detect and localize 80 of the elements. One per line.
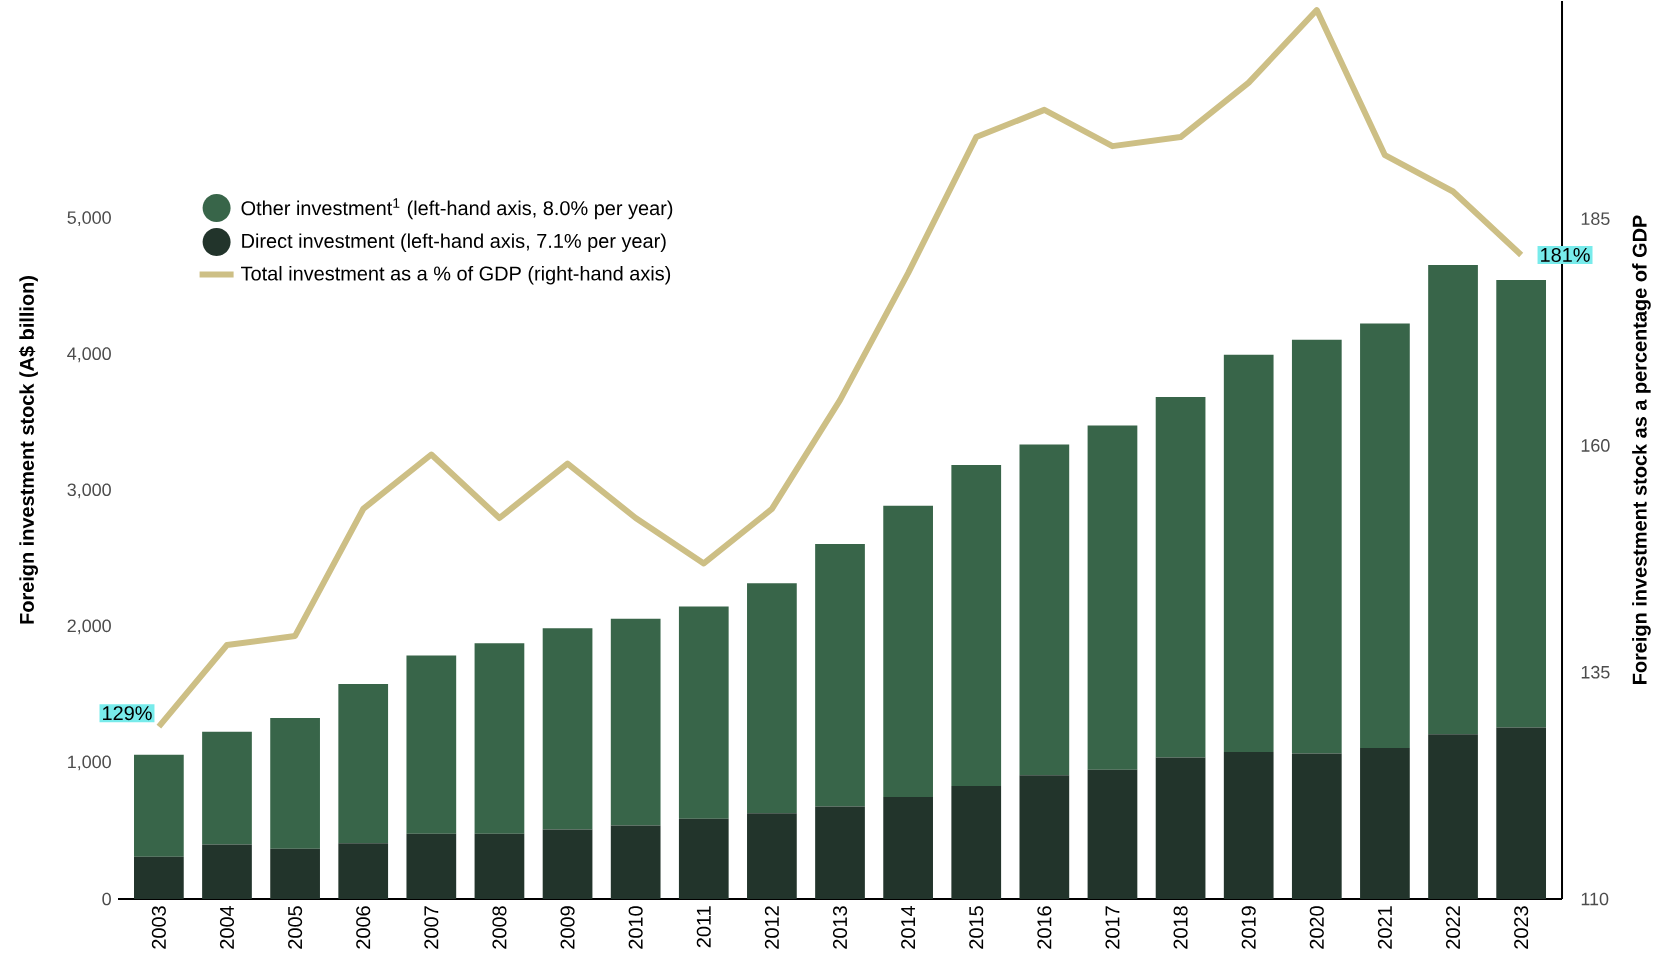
y2-tick-label: 110 <box>1581 892 1609 906</box>
y-tick-label: 3,000 <box>67 483 111 499</box>
y-tick-label: 1,000 <box>68 755 111 771</box>
legend-label: Other investment$^{1}$ (left-hand axis, 8.0% per year) <box>241 198 673 220</box>
y2-tick-label: 160 <box>1581 439 1610 452</box>
bar <box>1291 339 1342 754</box>
x-tick-label: 2015 <box>969 906 984 949</box>
legend-label: Direct investment (left-hand axis, 7.1% per year) <box>242 233 666 252</box>
x-tick-label: 2014 <box>901 905 916 949</box>
x-tick-label: 2013 <box>832 906 848 949</box>
x-tick-label: 2012 <box>764 906 779 949</box>
bar <box>134 754 184 857</box>
bar <box>951 464 1002 787</box>
bar <box>406 833 457 899</box>
y-tick-label: 0 <box>102 892 111 906</box>
bar <box>951 786 1002 899</box>
x-tick-label: 2007 <box>424 906 439 949</box>
y-tick-label: 2,000 <box>67 619 111 635</box>
bar <box>747 583 797 814</box>
bar <box>1019 775 1070 899</box>
bar <box>542 628 593 830</box>
bar <box>1428 734 1478 899</box>
bar <box>1087 425 1138 770</box>
bar <box>1223 354 1274 753</box>
y2-axis-title: Foreign investment stock as a percentage of GDP <box>1632 215 1651 684</box>
bar <box>678 606 729 819</box>
x-tick-label: 2011 <box>696 906 711 948</box>
bar <box>1087 769 1138 899</box>
bar <box>134 856 184 899</box>
bar <box>542 829 593 899</box>
x-tick-label: 2010 <box>628 906 643 949</box>
y2-tick-label: 185 <box>1581 212 1610 226</box>
annotation: 181% <box>1541 247 1590 263</box>
bar <box>1496 279 1547 728</box>
bar <box>883 796 933 899</box>
bar <box>678 818 729 899</box>
x-tick-label: 2018 <box>1173 906 1188 949</box>
x-tick-label: 2003 <box>151 906 166 949</box>
bar <box>1496 727 1547 899</box>
bar <box>883 505 933 797</box>
bar <box>1155 757 1206 899</box>
bar <box>1291 753 1342 899</box>
x-tick-label: 2023 <box>1514 906 1529 949</box>
bar <box>815 543 865 807</box>
bar <box>1428 264 1478 735</box>
x-tick-label: 2022 <box>1445 906 1461 949</box>
bar <box>747 813 797 899</box>
x-tick-label: 2016 <box>1037 906 1052 949</box>
x-tick-label: 2005 <box>288 906 303 949</box>
bar <box>338 684 389 844</box>
bar <box>474 643 525 834</box>
x-tick-label: 2006 <box>356 906 371 949</box>
bar <box>1019 444 1070 776</box>
y-axis-title: Foreign investment stock (A$ billion) <box>18 276 38 624</box>
bar <box>202 844 252 899</box>
bar <box>1360 323 1410 748</box>
bar <box>1155 396 1206 758</box>
x-tick-label: 2008 <box>492 906 507 949</box>
x-tick-label: 2019 <box>1241 906 1256 949</box>
x-tick-label: 2009 <box>560 906 575 949</box>
x-tick-label: 2004 <box>219 905 235 949</box>
bar <box>338 843 389 899</box>
x-tick-label: 2021 <box>1377 906 1392 949</box>
bar <box>270 848 320 899</box>
x-tick-label: 2017 <box>1105 906 1120 949</box>
bar <box>610 618 661 826</box>
bar <box>202 731 252 845</box>
x-tick-label: 2020 <box>1309 906 1324 949</box>
bar <box>406 655 457 834</box>
annotation: 129% <box>103 706 152 721</box>
y-tick-label: 4,000 <box>67 347 111 363</box>
bar <box>1360 747 1410 899</box>
bar <box>610 825 661 899</box>
bar <box>270 718 320 849</box>
bar <box>1223 752 1274 899</box>
y2-tick-label: 135 <box>1581 665 1610 679</box>
bar <box>815 806 865 899</box>
legend-label: Total investment as a % of GDP (right-hand axis) <box>241 265 671 285</box>
bar <box>474 833 525 899</box>
y-tick-label: 5,000 <box>67 211 111 227</box>
